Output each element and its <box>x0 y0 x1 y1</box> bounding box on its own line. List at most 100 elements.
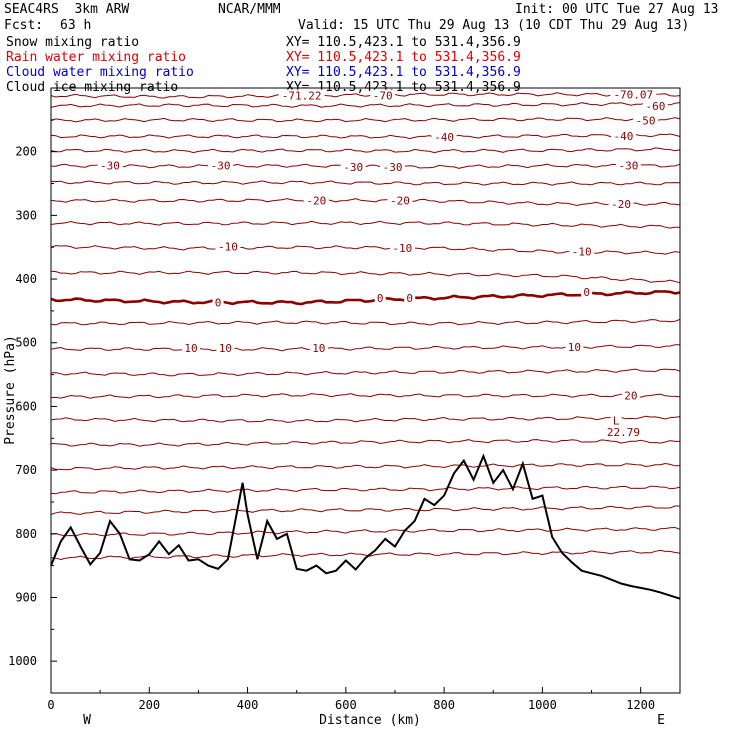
contour-label-background <box>603 425 643 438</box>
contour-line-m20 <box>50 198 681 207</box>
contour-line-0 <box>50 289 681 306</box>
contour-line-50 <box>50 526 681 537</box>
x-tick-label: 600 <box>335 698 357 712</box>
contour-line-m70 <box>50 92 681 99</box>
contour-line-45 <box>50 505 680 515</box>
y-tick-label: 500 <box>15 336 37 350</box>
contour-label-background <box>212 296 224 309</box>
contour-label: 0 <box>377 292 384 305</box>
contour-label: -20 <box>306 195 326 208</box>
axes: 0 200 400 600 800 1000 12002003004005006007008… <box>8 119 655 712</box>
east-label: E <box>657 713 665 728</box>
field-snow-xy: XY= 110.5,423.1 to 531.4,356.9 <box>286 35 521 50</box>
x-tick-label: 1200 <box>626 698 655 712</box>
contour-label: -50 <box>636 114 656 127</box>
field-rain-name: Rain water mixing ratio <box>6 50 187 65</box>
org-label: NCAR/MMM <box>218 2 281 17</box>
contour-label: 10 <box>312 342 325 355</box>
y-tick-label: 700 <box>15 463 37 477</box>
contour-label: -30 <box>100 160 120 173</box>
contour-line-40 <box>50 485 681 495</box>
fcst-label: Fcst: <box>4 18 44 33</box>
contour-line-35 <box>50 462 681 471</box>
x-tick-label: 400 <box>237 698 259 712</box>
y-tick-label: 1000 <box>8 654 37 668</box>
y-tick-label: 300 <box>15 208 37 222</box>
x-axis-title: Distance (km) <box>319 713 421 728</box>
init-label: Init: 00 UTC Tue 27 Aug 13 <box>515 2 719 17</box>
terrain-line <box>50 453 681 600</box>
contour-label-background <box>615 159 641 172</box>
contour-label: -10 <box>572 246 592 259</box>
contour-label: -70.07 <box>613 88 653 101</box>
contour-line-m40 <box>50 133 681 140</box>
contour-label-background <box>215 240 241 253</box>
contour-label: -10 <box>218 241 238 254</box>
contour-label-background <box>97 159 123 172</box>
contour-label: -20 <box>390 195 410 208</box>
model-label: SEAC4RS 3km ARW <box>4 2 130 17</box>
contour-label-background <box>278 89 325 102</box>
contour-line-55 <box>50 549 681 561</box>
contour-label-background <box>374 292 386 305</box>
contour-label: -30 <box>618 160 638 173</box>
y-tick-label: 900 <box>15 590 37 604</box>
contour-label: -20 <box>611 198 631 211</box>
contour-label-background <box>182 341 201 354</box>
contour-label: -70 <box>373 90 393 103</box>
temperature-contours <box>50 92 681 561</box>
contour-line-m15 <box>50 220 680 229</box>
contour-label-background <box>610 414 622 427</box>
contour-label-background <box>581 285 593 298</box>
y-tick-label: 600 <box>15 399 37 413</box>
contour-line-m25 <box>50 180 681 186</box>
contour-label-background <box>309 341 328 354</box>
contour-label: -30 <box>343 161 363 174</box>
contour-label-background <box>608 197 634 210</box>
contour-label-background <box>642 99 668 112</box>
contour-label: -40 <box>614 130 634 143</box>
contour-line-15 <box>50 368 681 377</box>
contour-label-background <box>569 245 595 258</box>
contour-label: 0 <box>583 286 590 299</box>
contour-label: 20 <box>624 390 637 403</box>
field-cloudwater-name: Cloud water mixing ratio <box>6 65 194 80</box>
contour-label: 0 <box>215 297 222 310</box>
contour-label-background <box>387 194 413 207</box>
contour-label: 10 <box>184 342 197 355</box>
contour-label-background <box>340 160 366 173</box>
contour-label-background <box>610 88 657 101</box>
contour-line-10 <box>50 344 681 352</box>
west-label: W <box>83 713 91 728</box>
contour-label-background <box>431 131 457 144</box>
contour-label: L <box>613 414 620 427</box>
plot-frame <box>50 87 681 694</box>
contour-label: 22.79 <box>607 426 640 439</box>
contour-line-m35 <box>50 147 681 154</box>
contour-label: 10 <box>568 341 581 354</box>
contour-label-background <box>389 241 415 254</box>
contour-label: -30 <box>383 161 403 174</box>
contour-label-background <box>621 389 640 402</box>
contour-label: -40 <box>434 131 454 144</box>
x-tick-label: 800 <box>433 698 455 712</box>
field-rain-xy: XY= 110.5,423.1 to 531.4,356.9 <box>286 50 521 65</box>
y-tick-label: 800 <box>15 527 37 541</box>
contour-line-30 <box>50 439 680 447</box>
contour-label: 0 <box>406 292 413 305</box>
contour-line-20 <box>50 393 681 399</box>
contour-label-background <box>216 341 235 354</box>
contour-line-m5 <box>50 270 681 284</box>
contour-label-background <box>404 292 416 305</box>
contour-label: -71.22 <box>282 90 322 103</box>
y-tick-label: 400 <box>15 272 37 286</box>
contour-label-background <box>565 341 584 354</box>
contour-line-25 <box>50 415 681 423</box>
contour-label: -60 <box>645 100 665 113</box>
fcst-value: 63 h <box>60 18 92 33</box>
contour-line-5 <box>50 318 681 326</box>
contour-label: 10 <box>219 342 232 355</box>
field-cloudwater-xy: XY= 110.5,423.1 to 531.4,356.9 <box>286 65 521 80</box>
contour-line-m60 <box>50 101 681 108</box>
